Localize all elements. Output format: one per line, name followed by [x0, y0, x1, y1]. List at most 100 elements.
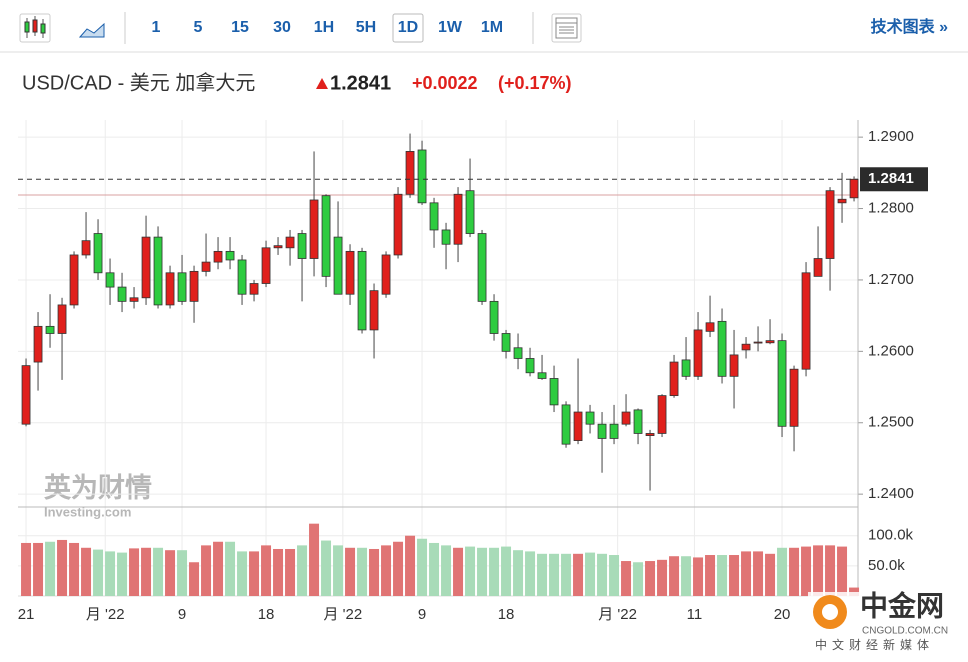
- interval-button[interactable]: 1H: [314, 19, 334, 36]
- table-icon[interactable]: [551, 13, 582, 43]
- candle-body: [393, 193, 403, 256]
- interval-button[interactable]: 30: [273, 19, 291, 36]
- interval-button[interactable]: 1W: [438, 19, 463, 36]
- candle-body: [273, 245, 283, 249]
- interval-button[interactable]: 1D: [398, 19, 418, 36]
- volume-bar: [513, 550, 524, 596]
- candle-body: [729, 354, 739, 377]
- volume-bar: [273, 548, 284, 596]
- candle-body: [573, 411, 583, 441]
- volume-bar: [789, 547, 800, 596]
- volume-bar: [609, 555, 620, 596]
- volume-bar: [825, 545, 836, 596]
- volume-bar: [225, 541, 236, 596]
- interval-button[interactable]: 5H: [356, 19, 376, 36]
- interval-button[interactable]: 5: [194, 19, 203, 36]
- volume-bar: [453, 547, 464, 596]
- candle-body: [381, 254, 391, 295]
- pair-title: USD/CAD - 美元 加拿大元: [22, 70, 255, 94]
- volume-bar: [357, 547, 368, 596]
- area-icon[interactable]: [78, 22, 105, 38]
- candle-body: [45, 325, 55, 334]
- volume-bar: [117, 552, 128, 596]
- logo-domain: CNGOLD.COM.CN: [862, 626, 948, 637]
- volume-bar: [669, 556, 680, 596]
- volume-bar: [345, 547, 356, 596]
- volume-bar: [813, 545, 824, 596]
- volume-bar: [141, 547, 152, 596]
- volume-bar: [681, 556, 692, 596]
- volume-bar: [729, 555, 740, 596]
- candle-icon[interactable]: [19, 13, 51, 43]
- volume-bar: [405, 535, 416, 596]
- candle-body: [693, 329, 703, 377]
- volume-bar: [165, 550, 176, 596]
- technical-chart-link[interactable]: 技术图表 »: [871, 17, 948, 36]
- volume-bar: [153, 547, 164, 596]
- volume-bar: [69, 542, 80, 596]
- candle-body: [309, 199, 319, 259]
- x-tick-label: 18: [498, 606, 515, 623]
- watermark-site: Investing.com: [44, 504, 131, 519]
- volume-bar: [45, 541, 56, 596]
- candle-body: [777, 340, 787, 427]
- candle-body: [669, 361, 679, 397]
- candle-body: [81, 240, 91, 256]
- candle-body: [249, 283, 259, 295]
- candle-body: [69, 254, 79, 306]
- volume-bar: [537, 553, 548, 596]
- candle-body: [465, 190, 475, 234]
- candle-body: [297, 233, 307, 259]
- x-tick-label: 月 '22: [598, 606, 637, 623]
- candle-body: [357, 250, 367, 331]
- volume-tick-label: 50.0k: [868, 557, 905, 574]
- interval-button[interactable]: 1M: [481, 19, 503, 36]
- volume-bar: [849, 587, 860, 596]
- volume-bar: [441, 545, 452, 596]
- y-tick-label: 1.2600: [868, 342, 914, 359]
- candle-body: [813, 258, 823, 277]
- interval-button[interactable]: 1: [152, 19, 161, 36]
- active-interval: [392, 13, 424, 43]
- candle-body: [513, 347, 523, 359]
- interval-button[interactable]: 15: [231, 19, 249, 36]
- logo-tagline: 中文财经新媒体: [815, 637, 934, 652]
- candle-body: [225, 250, 235, 261]
- x-tick-label: 月 '22: [323, 606, 362, 623]
- volume-bar: [105, 551, 116, 596]
- volume-bar: [393, 541, 404, 596]
- candle-body: [237, 259, 247, 295]
- candle-body: [117, 286, 127, 302]
- candle-body: [153, 236, 163, 306]
- volume-bar: [753, 551, 764, 596]
- x-tick-label: 18: [258, 606, 275, 623]
- volume-bar: [81, 547, 92, 596]
- volume-bar: [369, 548, 380, 596]
- candle-body: [645, 433, 655, 436]
- candle-body: [261, 247, 271, 284]
- candle-body: [417, 149, 427, 204]
- candle-body: [717, 320, 727, 377]
- change-pct: (+0.17%): [498, 73, 572, 93]
- candle-body: [681, 359, 691, 377]
- volume-bar: [237, 551, 248, 596]
- volume-bar: [549, 553, 560, 596]
- volume-bar: [585, 552, 596, 596]
- y-tick-label: 1.2400: [868, 485, 914, 502]
- logo-icon-inner: [822, 604, 838, 620]
- volume-bar: [597, 553, 608, 596]
- up-arrow: [316, 78, 328, 89]
- y-tick-label: 1.2700: [868, 271, 914, 288]
- candle-body: [405, 151, 415, 195]
- candle-body: [441, 229, 451, 245]
- candle-body: [849, 178, 859, 199]
- volume-bar: [705, 555, 716, 596]
- volume-bar: [837, 546, 848, 596]
- candle-body: [129, 297, 139, 302]
- candle-body: [33, 325, 43, 363]
- volume-bar: [717, 555, 728, 596]
- volume-bar: [285, 548, 296, 596]
- candle-body: [537, 372, 547, 379]
- volume-bar: [621, 561, 632, 596]
- candle-body: [321, 195, 331, 277]
